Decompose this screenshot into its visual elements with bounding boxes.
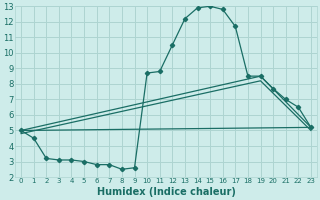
X-axis label: Humidex (Indice chaleur): Humidex (Indice chaleur) xyxy=(97,187,236,197)
